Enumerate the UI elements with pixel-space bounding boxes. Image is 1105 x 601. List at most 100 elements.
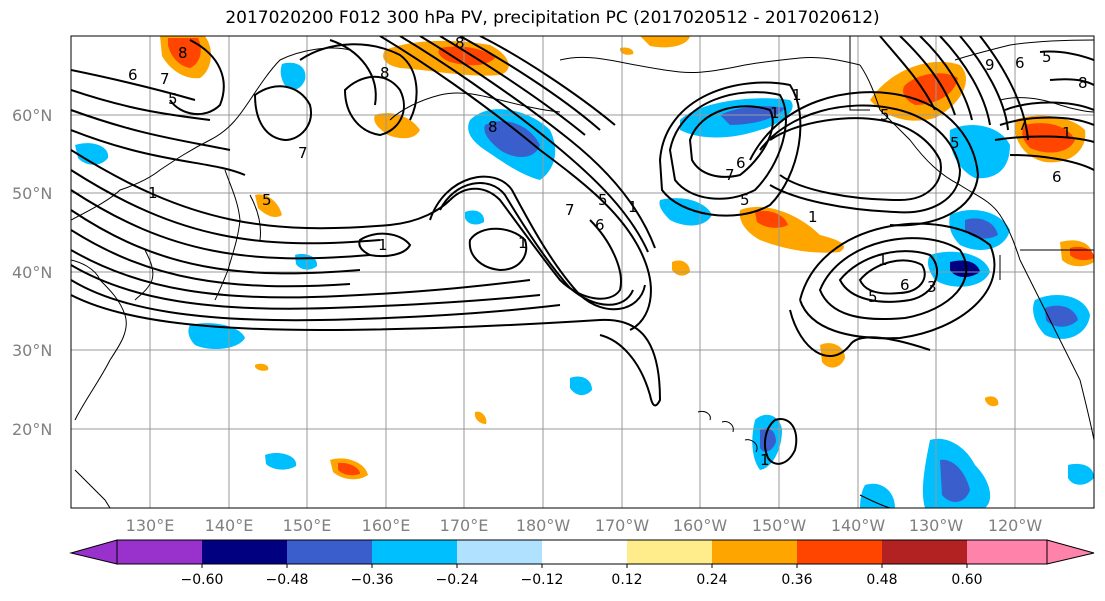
colorbar-extend-high — [1046, 539, 1095, 565]
lon-label: 120°W — [988, 516, 1043, 535]
precip-blob — [465, 210, 485, 225]
lon-label: 130°W — [909, 516, 964, 535]
colorbar-swatch — [882, 540, 967, 564]
colorbar-tick-label: −0.48 — [266, 572, 309, 588]
precip-blob — [985, 396, 999, 407]
contour-label: 1 — [518, 234, 528, 252]
lon-label: 170°W — [595, 516, 650, 535]
longitude-labels: 130°E 140°E 150°E 160°E 170°E 180°W 170°… — [126, 516, 1043, 535]
precip-blob — [168, 38, 201, 68]
colorbar-swatch — [372, 540, 457, 564]
lon-label: 180°W — [516, 516, 571, 535]
contour-label: 6 — [595, 216, 605, 234]
lon-label: 130°E — [126, 516, 175, 535]
precip-blob — [940, 459, 970, 502]
lon-label: 150°W — [752, 516, 807, 535]
colorbar-swatch — [542, 540, 627, 564]
contour-label: 6 — [128, 66, 138, 84]
contour-label: 6 — [1052, 168, 1062, 186]
colorbar: −0.60 −0.48 −0.36 −0.24 −0.12 0.12 0.24 … — [69, 539, 1095, 588]
contour-label: 3 — [927, 278, 937, 296]
colorbar-tick-label: 0.24 — [696, 572, 727, 588]
precip-blob — [475, 411, 487, 424]
chart-title: 2017020200 F012 300 hPa PV, precipitatio… — [225, 8, 880, 28]
contour-label: 1 — [808, 208, 818, 226]
colorbar-swatch — [287, 540, 372, 564]
colorbar-swatch — [627, 540, 712, 564]
precip-blob — [75, 143, 109, 165]
precip-blob — [720, 106, 785, 125]
contour-label: 9 — [985, 56, 995, 74]
precip-blob — [255, 194, 282, 218]
colorbar-tick-label: −0.24 — [436, 572, 479, 588]
precip-blob — [338, 462, 360, 476]
precip-blob — [255, 363, 269, 371]
colorbar-swatch — [712, 540, 797, 564]
contour-label: 6 — [736, 154, 746, 172]
colorbar-tick-label: −0.36 — [351, 572, 394, 588]
contour-label: 1 — [760, 451, 770, 469]
contour-label: 1 — [770, 104, 780, 122]
lon-label: 140°W — [831, 516, 886, 535]
contour-label: 5 — [1042, 48, 1052, 66]
contour-label: 8 — [455, 34, 465, 52]
precip-blob — [659, 198, 712, 226]
lat-label: 20°N — [12, 420, 52, 439]
precip-blob — [188, 323, 245, 350]
colorbar-tick-label: 0.48 — [866, 572, 897, 588]
lat-label: 30°N — [12, 341, 52, 360]
precip-blob — [1068, 463, 1094, 485]
contour-label: 8 — [488, 118, 498, 136]
precip-blob — [640, 36, 690, 48]
contour-label: 7 — [565, 201, 575, 219]
contour-label: 5 — [880, 106, 890, 124]
contour-label: 1 — [1062, 124, 1072, 142]
colorbar-tick-label: 0.12 — [611, 572, 642, 588]
precip-blob — [1022, 123, 1075, 153]
precip-blob — [265, 453, 297, 470]
lon-label: 150°E — [283, 516, 332, 535]
lat-label: 60°N — [12, 106, 52, 125]
contour-label: 1 — [148, 184, 158, 202]
contour-label: 6 — [1015, 54, 1025, 72]
precip-shading — [75, 36, 1094, 508]
contour-label: 8 — [1078, 74, 1088, 92]
precip-blob — [484, 121, 540, 157]
contour-label: 5 — [168, 90, 178, 108]
precip-blob — [620, 47, 634, 55]
precip-blob — [950, 260, 980, 278]
contour-label: 5 — [740, 191, 750, 209]
contour-label: 7 — [1018, 116, 1028, 134]
precip-blob — [860, 483, 895, 508]
precip-blob — [570, 376, 592, 396]
coastlines — [71, 36, 1094, 508]
colorbar-swatch — [967, 540, 1047, 564]
contour-label: 1 — [878, 251, 888, 269]
colorbar-extend-low — [69, 539, 118, 565]
contour-label: 5 — [262, 191, 272, 209]
contour-labels: 8 6 7 5 8 8 7 1 5 1 1 1 8 5 6 7 1 1 7 5 … — [128, 34, 1088, 469]
contour-label: 8 — [178, 44, 188, 62]
colorbar-tick-label: −0.60 — [181, 572, 224, 588]
lon-label: 160°W — [673, 516, 728, 535]
precip-blob — [280, 62, 306, 90]
latitude-labels: 60°N 50°N 40°N 30°N 20°N — [12, 106, 52, 439]
lon-label: 140°E — [205, 516, 254, 535]
precip-blob — [1045, 305, 1078, 327]
contour-label: 1 — [628, 198, 638, 216]
contour-label: 7 — [160, 70, 170, 88]
colorbar-tick-label: −0.12 — [521, 572, 564, 588]
contour-label: 7 — [298, 144, 308, 162]
precip-blob — [755, 210, 788, 228]
pv-contours — [71, 36, 1094, 465]
colorbar-swatch — [457, 540, 542, 564]
colorbar-tick-label: 0.36 — [781, 572, 812, 588]
precip-blob — [949, 125, 1010, 179]
contour-label: 6 — [900, 276, 910, 294]
lat-label: 50°N — [12, 184, 52, 203]
colorbar-swatch — [117, 540, 202, 564]
lon-label: 160°E — [362, 516, 411, 535]
lat-label: 40°N — [12, 263, 52, 282]
colorbar-swatch — [797, 540, 882, 564]
